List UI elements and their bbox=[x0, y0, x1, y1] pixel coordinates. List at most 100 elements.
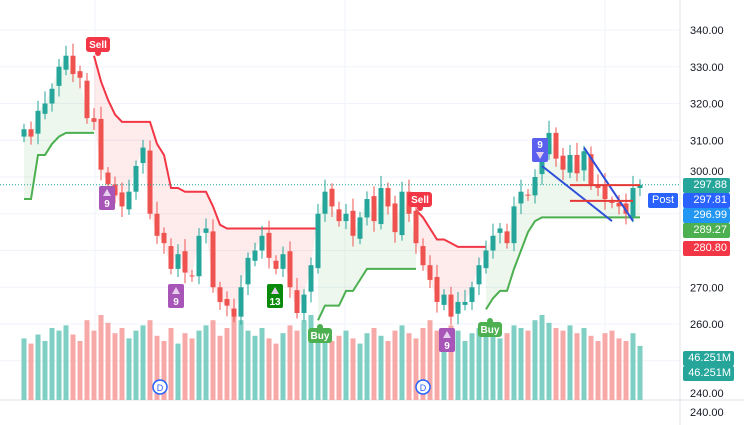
candle-body bbox=[336, 209, 342, 222]
volume-bar bbox=[574, 333, 580, 400]
candle-body bbox=[105, 172, 111, 185]
price-axis-label: 297.81 bbox=[683, 193, 730, 208]
volume-bar bbox=[490, 330, 496, 400]
volume-bar bbox=[196, 330, 202, 400]
candle-body bbox=[280, 254, 286, 269]
y-tick-label: 260.00 bbox=[690, 319, 724, 331]
signal-buy-badge: Buy bbox=[478, 318, 502, 337]
y-tick-label: 270.00 bbox=[690, 282, 724, 294]
volume-bar bbox=[581, 328, 587, 400]
candle-body bbox=[553, 132, 559, 159]
signal-buy-badge: Buy bbox=[308, 324, 332, 343]
volume-bar bbox=[280, 333, 286, 400]
volume-bar bbox=[588, 335, 594, 400]
dividend-event-marker[interactable]: D bbox=[152, 379, 168, 395]
volume-bar bbox=[616, 338, 622, 400]
volume-bar bbox=[455, 330, 461, 400]
volume-bar bbox=[434, 330, 440, 400]
candle-body bbox=[119, 192, 125, 207]
volume-bar bbox=[630, 333, 636, 400]
supertrend-fill bbox=[94, 55, 318, 317]
candle-body bbox=[455, 301, 461, 314]
badge-label: 9 bbox=[173, 297, 179, 308]
badge-label: Buy bbox=[311, 331, 330, 342]
candle-body bbox=[581, 151, 587, 171]
volume-bar bbox=[301, 320, 307, 400]
candle-body bbox=[413, 210, 419, 244]
candle-body bbox=[434, 276, 440, 302]
candle-body bbox=[154, 213, 160, 236]
price-axis-label: 296.99 bbox=[683, 208, 730, 223]
volume-bar bbox=[532, 320, 538, 400]
candle-body bbox=[182, 251, 188, 273]
y-tick-label: 310.00 bbox=[690, 135, 724, 147]
trend-line bbox=[541, 165, 613, 222]
volume-bar bbox=[602, 333, 608, 400]
volume-bar bbox=[203, 325, 209, 400]
volume-bar bbox=[210, 320, 216, 400]
event-circle-icon bbox=[152, 379, 168, 395]
volume-bar bbox=[483, 322, 489, 400]
candle-body bbox=[427, 265, 433, 280]
volume-bar bbox=[462, 341, 468, 400]
triangle-up-icon bbox=[103, 189, 111, 196]
supertrend-down-line bbox=[93, 55, 318, 230]
supertrend-fill bbox=[24, 55, 94, 200]
candle-body bbox=[294, 290, 300, 313]
candle-body bbox=[567, 154, 573, 173]
volume-bar bbox=[406, 333, 412, 400]
volume-bar bbox=[224, 328, 230, 400]
candle-body bbox=[511, 206, 517, 244]
candle-body bbox=[231, 308, 237, 317]
volume-bar bbox=[413, 338, 419, 400]
event-label: D bbox=[157, 383, 164, 393]
volume-bar bbox=[182, 333, 188, 400]
volume-bar bbox=[350, 338, 356, 400]
signal-count-badge: 9 bbox=[168, 284, 184, 308]
signal-sell-badge: Sell bbox=[408, 192, 432, 211]
candle-body bbox=[504, 231, 510, 244]
candle-body bbox=[35, 110, 41, 134]
volume-bar bbox=[112, 333, 118, 400]
event-label: D bbox=[420, 383, 427, 393]
candle-body bbox=[609, 201, 615, 203]
candle-body bbox=[70, 55, 76, 75]
triangle-up-icon bbox=[271, 287, 279, 294]
volume-bar bbox=[273, 343, 279, 400]
candle-body bbox=[175, 254, 181, 269]
candle-body bbox=[210, 231, 216, 288]
candle-body bbox=[539, 151, 545, 175]
volume-bar bbox=[98, 315, 104, 400]
badge-label: 9 bbox=[104, 199, 110, 210]
supertrend-up-line bbox=[485, 216, 640, 310]
y-tick-label: 340.00 bbox=[690, 25, 724, 37]
dividend-event-marker[interactable]: D bbox=[415, 379, 431, 395]
volume-bar bbox=[133, 330, 139, 400]
candle-body bbox=[490, 235, 496, 251]
candle-body bbox=[168, 246, 174, 269]
volume-bar bbox=[266, 338, 272, 400]
supertrend-down-line bbox=[415, 209, 486, 248]
volume-bar bbox=[217, 335, 223, 400]
volume-bar bbox=[189, 338, 195, 400]
volume-bar bbox=[420, 328, 426, 400]
candle-body bbox=[574, 154, 580, 174]
candle-body bbox=[525, 194, 531, 196]
candle-body bbox=[441, 294, 447, 305]
badge-bg bbox=[267, 284, 283, 308]
badge-label: Buy bbox=[481, 325, 500, 336]
signal-count-badge: 9 bbox=[439, 328, 455, 352]
candle-body bbox=[392, 203, 398, 233]
candle-body bbox=[483, 250, 489, 269]
volume-bar bbox=[546, 322, 552, 400]
volume-bar bbox=[336, 335, 342, 400]
candle-body bbox=[637, 184, 643, 189]
badge-anchor bbox=[417, 205, 423, 211]
candle-body bbox=[364, 199, 370, 218]
volume-bar bbox=[371, 328, 377, 400]
badge-anchor bbox=[95, 50, 101, 56]
candle-body bbox=[126, 191, 132, 210]
signal-count13-badge: 13 bbox=[267, 284, 283, 308]
